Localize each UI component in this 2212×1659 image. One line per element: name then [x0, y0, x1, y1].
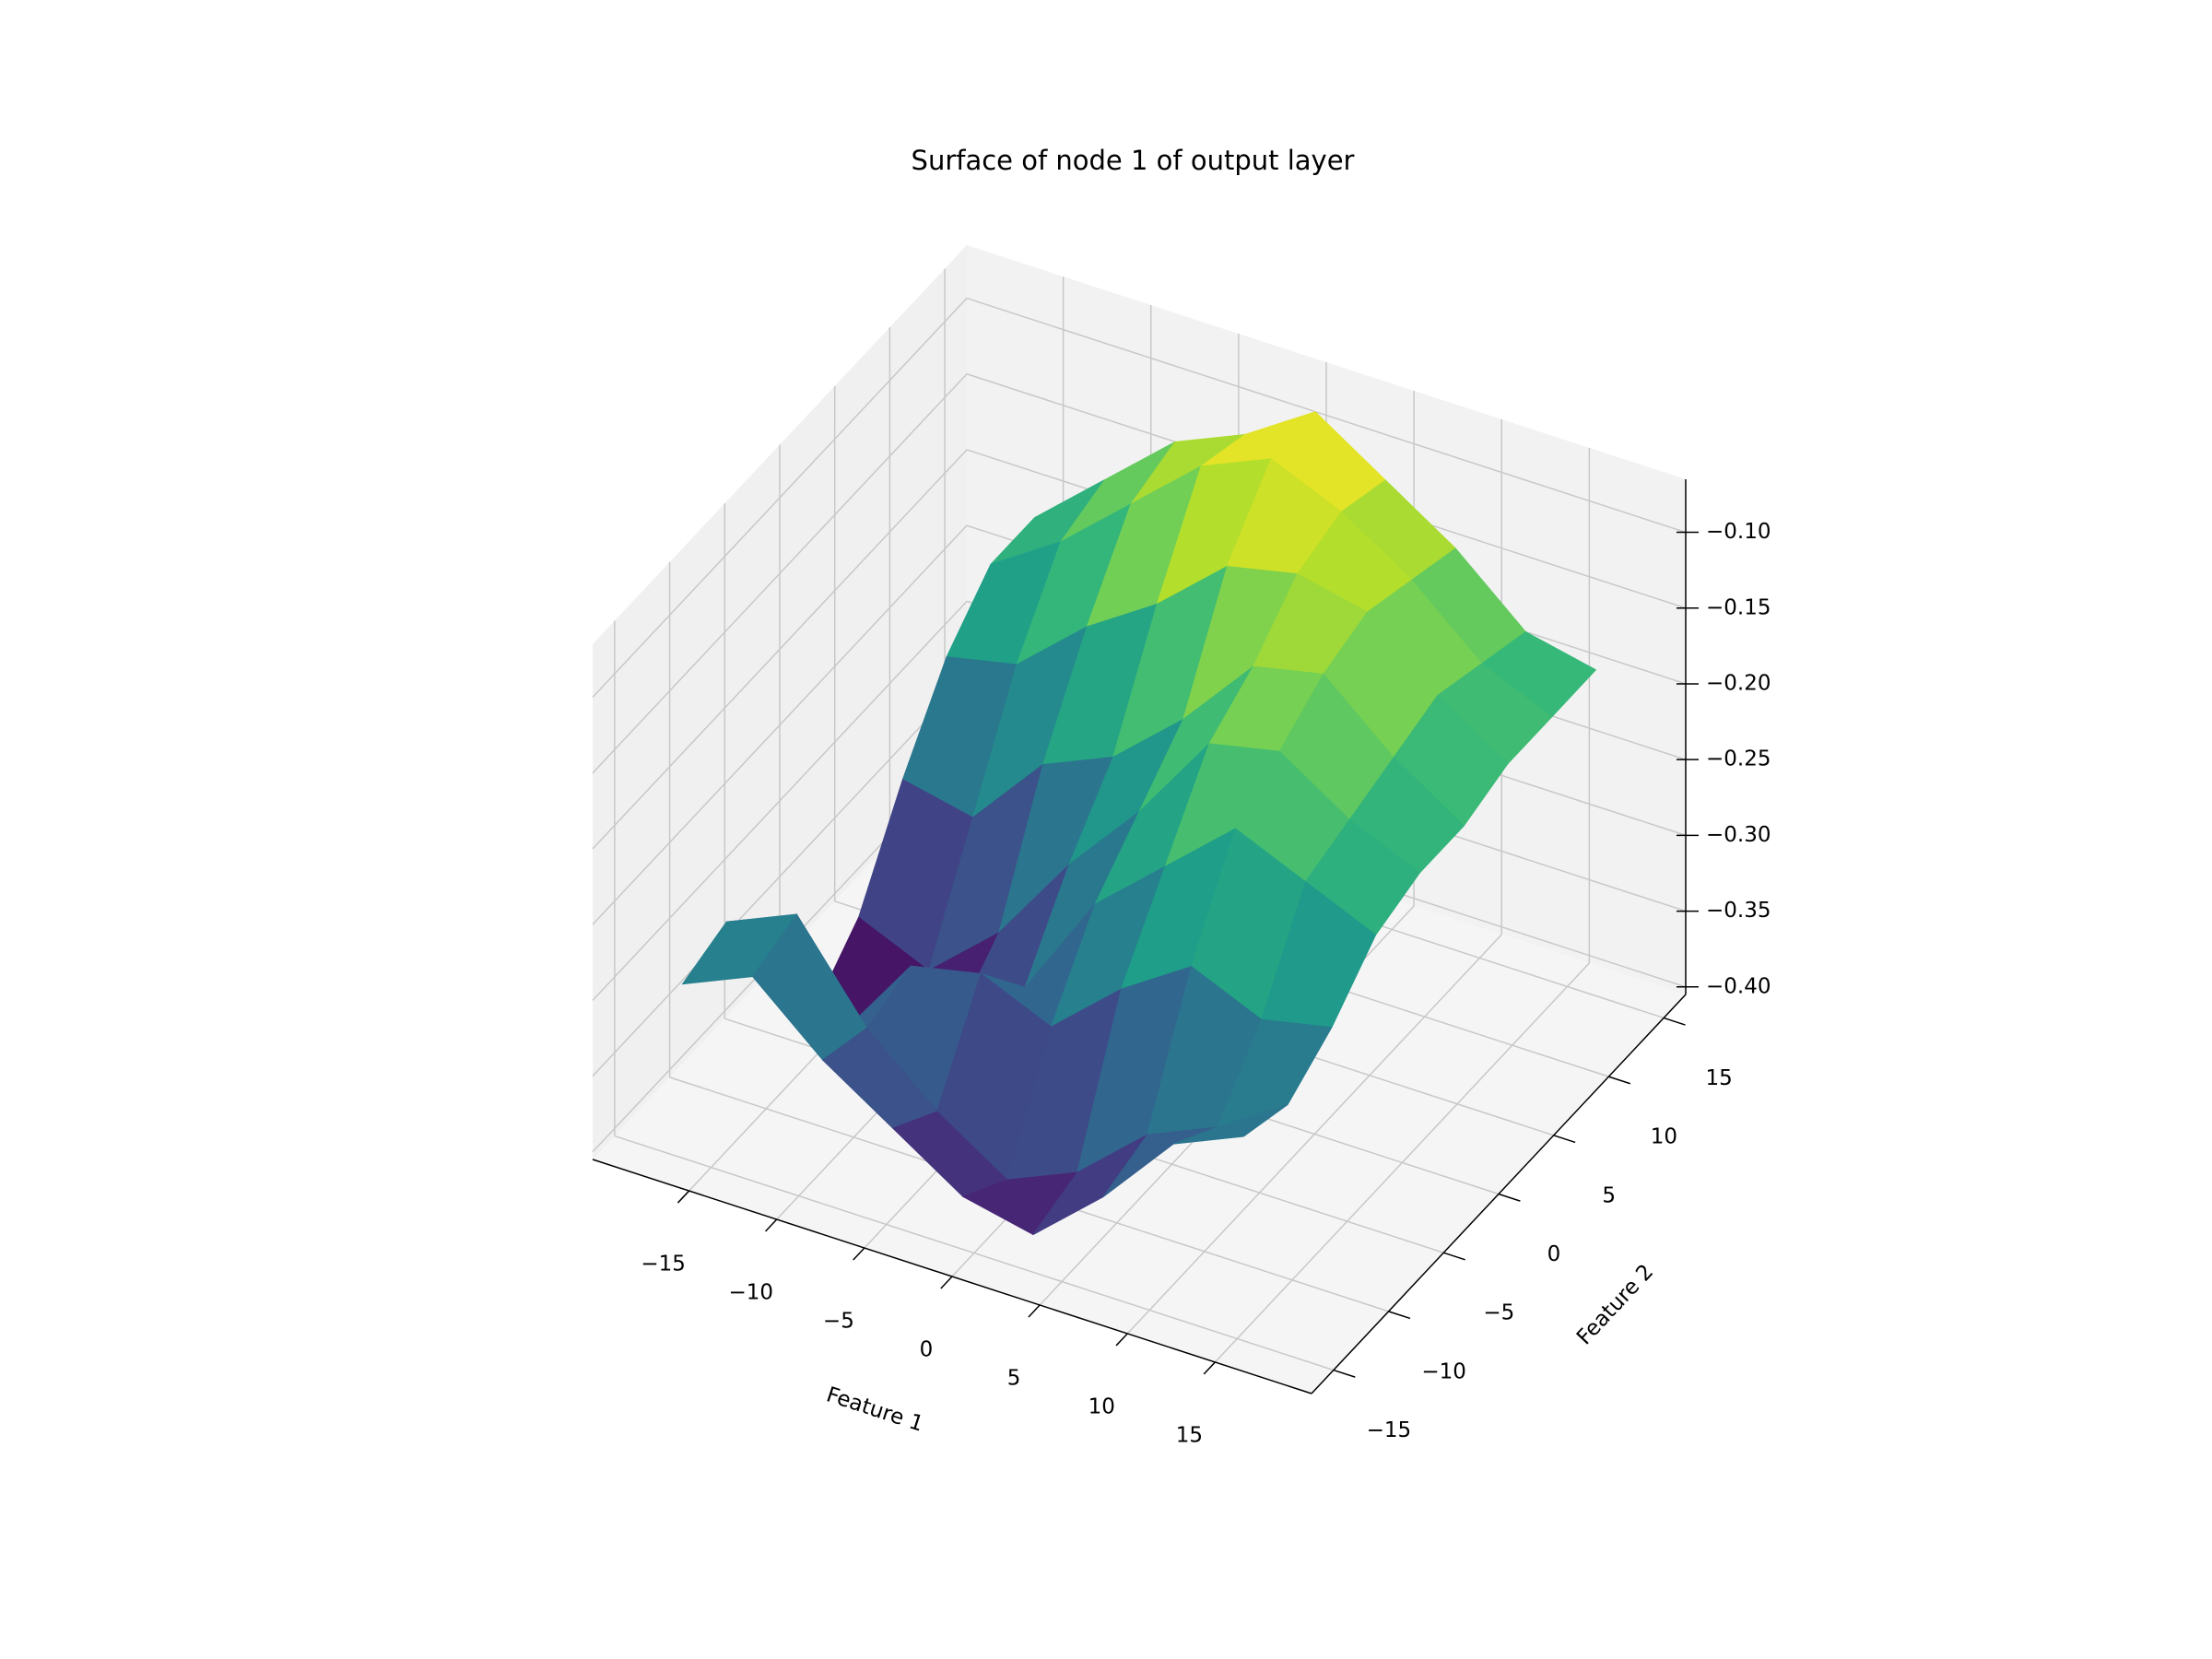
y-tick-label: 0 [1547, 1242, 1561, 1266]
z-tick-label: −0.40 [1706, 974, 1771, 998]
y-tick-label: −15 [1367, 1418, 1412, 1442]
grid-line [614, 1135, 1335, 1371]
x-tick-label: 15 [1176, 1423, 1203, 1447]
y-tick-label: 15 [1705, 1066, 1732, 1090]
y-tick [1608, 1076, 1631, 1085]
y-tick [1553, 1135, 1576, 1144]
x-tick [1203, 1361, 1216, 1375]
y-tick [1663, 1017, 1686, 1026]
y-tick-label: −5 [1483, 1301, 1514, 1325]
chart-title: Surface of node 1 of output layer [912, 145, 1355, 176]
x-tick [1115, 1333, 1128, 1347]
z-tick-label: −0.35 [1706, 899, 1771, 923]
x-tick-label: 5 [1007, 1366, 1021, 1390]
surface-patch [1173, 1104, 1288, 1145]
y-axis-label: Feature 2 [1572, 1260, 1658, 1349]
grid-line [592, 677, 968, 1077]
x-tick-label: −10 [728, 1281, 773, 1305]
z-tick-label: −0.15 [1706, 595, 1771, 619]
grid-line [592, 298, 968, 699]
y-tick-label: 10 [1651, 1125, 1677, 1149]
x-tick [940, 1276, 953, 1289]
x-tick-label: 10 [1088, 1394, 1115, 1418]
x-tick-label: −5 [823, 1310, 854, 1334]
grid-line [592, 373, 968, 774]
grid-line [592, 600, 968, 1001]
grid-line [966, 297, 1687, 534]
grid-line [592, 449, 968, 850]
x-tick-label: 0 [920, 1338, 934, 1362]
x-tick [765, 1218, 778, 1232]
x-tick [1028, 1304, 1041, 1318]
z-tick-label: −0.30 [1706, 823, 1771, 847]
z-tick-label: −0.10 [1706, 520, 1771, 544]
x-tick [677, 1190, 690, 1204]
grid-line [592, 524, 968, 925]
z-tick-label: −0.20 [1706, 671, 1771, 695]
y-tick-label: 5 [1602, 1183, 1616, 1207]
x-axis-label: Feature 1 [823, 1382, 926, 1436]
x-tick-label: −15 [641, 1253, 686, 1277]
y-tick [1333, 1369, 1356, 1378]
y-tick [1388, 1311, 1411, 1320]
y-tick [1443, 1252, 1465, 1261]
y-tick-label: −10 [1421, 1359, 1466, 1383]
x-tick [853, 1247, 865, 1261]
y-tick [1498, 1193, 1521, 1202]
z-tick-label: −0.25 [1706, 747, 1771, 771]
